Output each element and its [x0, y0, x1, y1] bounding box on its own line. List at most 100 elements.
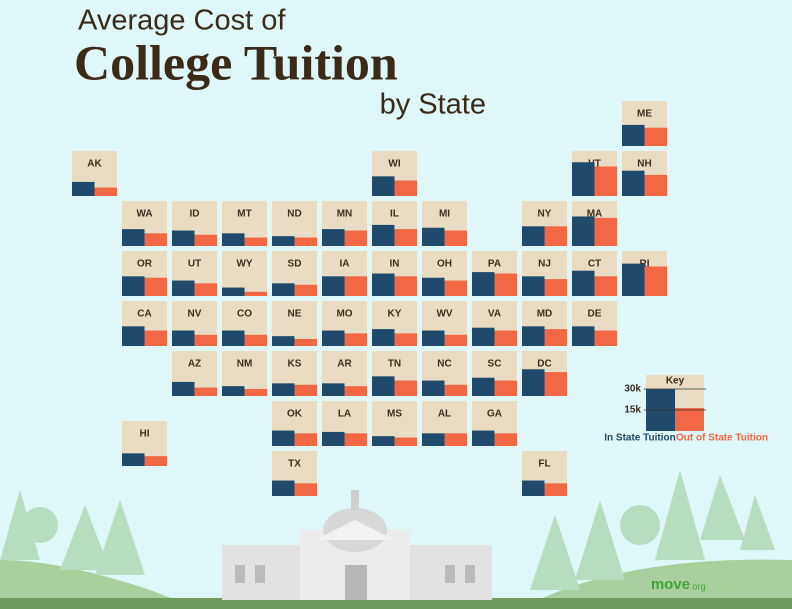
state-label: SC [488, 359, 502, 370]
state-label: RI [640, 259, 650, 270]
bar [122, 326, 145, 346]
bar [394, 333, 417, 346]
bar [372, 273, 395, 296]
state-label: PA [488, 259, 501, 270]
bar [172, 381, 195, 396]
state-label: WA [136, 209, 152, 220]
state-label: AK [87, 159, 102, 170]
bar [394, 229, 417, 246]
state-label: SD [288, 259, 302, 270]
bar [244, 291, 267, 296]
state-label: MS [387, 409, 402, 420]
bar [194, 234, 217, 246]
state-label: HI [140, 429, 150, 440]
scenery [0, 470, 792, 609]
state-label: WY [236, 259, 252, 270]
bar [394, 437, 417, 446]
bar [344, 386, 367, 396]
bar [444, 230, 467, 246]
bar [644, 127, 667, 146]
bar [422, 380, 445, 396]
logo: move [651, 576, 690, 593]
bar [122, 453, 145, 466]
key-tick-label: 30k [624, 384, 641, 395]
bar [444, 334, 467, 346]
bar [594, 330, 617, 346]
bar [372, 224, 395, 246]
bar [294, 384, 317, 396]
legend-swatch [675, 408, 704, 431]
bar [344, 333, 367, 346]
bar [472, 430, 495, 446]
bar [622, 263, 645, 296]
bar [544, 329, 567, 346]
bar [194, 387, 217, 396]
bar [644, 266, 667, 296]
subtitle: by State [380, 89, 486, 121]
bar [472, 327, 495, 346]
state-label: MD [537, 309, 553, 320]
state-label: MI [439, 209, 450, 220]
bar [272, 480, 295, 496]
bar [372, 329, 395, 346]
state-label: NV [188, 309, 202, 320]
state-label: IL [390, 209, 399, 220]
state-label: AR [337, 359, 352, 370]
bar [272, 383, 295, 396]
state-label: IA [340, 259, 350, 270]
bar [444, 280, 467, 296]
bar [594, 217, 617, 246]
state-label: AL [438, 409, 451, 420]
state-label: CA [137, 309, 151, 320]
legend-label: In State Tuition [604, 433, 675, 444]
bar [222, 287, 245, 296]
bar [394, 180, 417, 196]
bar [444, 433, 467, 446]
state-label: DC [537, 359, 551, 370]
state-label: NH [637, 159, 651, 170]
legend-title: Key [666, 376, 685, 387]
bar [372, 376, 395, 396]
state-label: ME [637, 109, 652, 120]
state-label: TN [388, 359, 401, 370]
bar [544, 226, 567, 246]
state-label: ID [190, 209, 200, 220]
bar [222, 233, 245, 246]
bar [344, 433, 367, 446]
legend-label: Out of State Tuition [676, 433, 768, 444]
bar [394, 380, 417, 396]
bar [494, 433, 517, 446]
bar [322, 383, 345, 396]
state-label: MT [237, 209, 251, 220]
state-label: CT [588, 259, 601, 270]
state-label: NM [237, 359, 253, 370]
bar [94, 187, 117, 196]
bar [322, 330, 345, 346]
bar [544, 372, 567, 396]
bar [522, 326, 545, 346]
bar [422, 330, 445, 346]
bar [572, 326, 595, 346]
bar [144, 277, 167, 296]
bar [272, 283, 295, 296]
bar [294, 483, 317, 496]
state-label: KS [288, 359, 302, 370]
logo-suffix: .org [690, 581, 706, 591]
bar [422, 227, 445, 246]
bar [494, 330, 517, 346]
bar [294, 338, 317, 346]
bar [272, 430, 295, 446]
bar [172, 330, 195, 346]
bar [522, 226, 545, 246]
bar [322, 431, 345, 446]
bar [194, 283, 217, 296]
bar [444, 384, 467, 396]
bar [272, 336, 295, 346]
bar [222, 330, 245, 346]
state-label: MO [336, 309, 352, 320]
state-label: DE [588, 309, 602, 320]
bar [294, 237, 317, 246]
bar [472, 272, 495, 296]
